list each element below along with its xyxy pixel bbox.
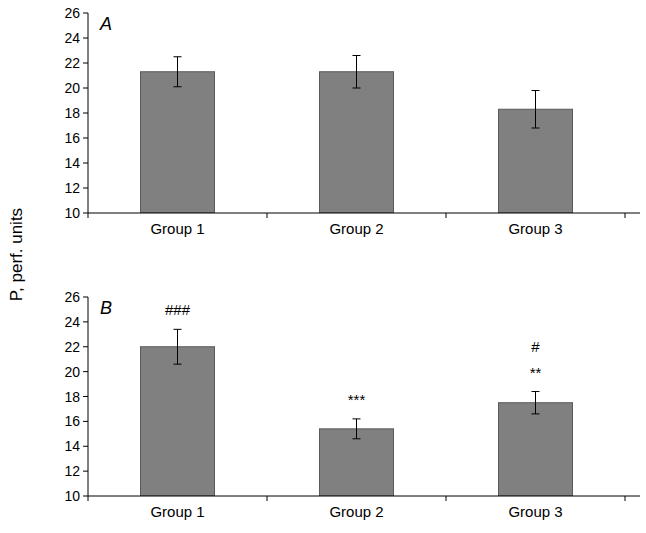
x-tick [446,496,447,501]
error-line [535,392,536,414]
x-axis [88,213,640,214]
error-cap [353,88,361,89]
y-tick-label: 20 [64,364,80,380]
y-tick-label: 10 [64,205,80,221]
error-cap [174,329,182,330]
y-tick [83,446,88,447]
bars [141,56,573,214]
x-tick-label: Group 2 [329,503,383,520]
y-tick [83,88,88,89]
annotation: *** [348,391,366,408]
error-bar [353,56,361,89]
y-tick-label: 12 [64,180,80,196]
panel-1: 10 12 14 16 18 20 22 24 26 ### *** # ** Group 1 Group … [64,289,640,520]
error-cap [532,391,540,392]
y-tick-label: 16 [64,130,80,146]
x-tick [446,213,447,218]
y-axis-label: P, perf. units [7,208,26,301]
x-tick-label: Group 2 [329,220,383,237]
y-tick-label: 12 [64,463,80,479]
error-cap [532,413,540,414]
error-cap [353,438,361,439]
x-tick-label: Group 3 [508,503,562,520]
error-bar [174,57,182,87]
y-tick [83,496,88,497]
bar [320,72,394,213]
y-tick-label: 20 [64,80,80,96]
error-line [535,91,536,129]
panel-label: A [99,14,112,34]
bars [141,329,573,496]
error-bar [174,329,182,364]
annotation: ### [165,301,191,318]
x-tick [88,496,89,501]
error-cap [174,56,182,57]
figure: 10 12 14 16 18 20 22 24 26 Group 1 Group 2 Group 3 A… [0,0,646,533]
y-tick-label: 24 [64,30,80,46]
y-tick [83,421,88,422]
y-tick [83,113,88,114]
error-bar [353,419,361,439]
y-tick [83,38,88,39]
y-tick [83,346,88,347]
y-tick-label: 22 [64,55,80,71]
y-tick [83,138,88,139]
y-tick-label: 14 [64,438,80,454]
error-bar [532,91,540,129]
x-axis [88,496,640,497]
y-tick [83,163,88,164]
y-tick-label: 24 [64,314,80,330]
x-tick-label: Group 1 [150,503,204,520]
y-tick-label: 22 [64,339,80,355]
y-tick [83,471,88,472]
bar [141,72,215,213]
error-bar [532,392,540,414]
y-axis [88,297,89,496]
x-tick [88,213,89,218]
error-cap [353,418,361,419]
annotation: ** [530,364,542,381]
x-tick-label: Group 3 [508,220,562,237]
y-tick [83,13,88,14]
x-tick [625,213,626,218]
x-tick [267,496,268,501]
error-line [356,56,357,89]
y-tick [83,371,88,372]
y-tick-label: 18 [64,389,80,405]
error-cap [174,364,182,365]
y-tick-label: 26 [64,5,80,21]
y-tick-label: 14 [64,155,80,171]
error-line [177,57,178,87]
error-cap [532,90,540,91]
bar [499,403,573,496]
bar [141,347,215,496]
y-tick [83,321,88,322]
error-cap [353,55,361,56]
x-tick [267,213,268,218]
y-tick-label: 26 [64,289,80,305]
y-tick-label: 16 [64,413,80,429]
y-tick [83,396,88,397]
x-tick [625,496,626,501]
annotation: # [531,338,540,355]
y-tick [83,188,88,189]
panel-label: B [100,298,112,318]
error-cap [532,128,540,129]
y-tick [83,297,88,298]
error-cap [174,86,182,87]
y-tick [83,213,88,214]
y-axis [88,13,89,213]
y-tick-label: 18 [64,105,80,121]
bar [320,429,394,496]
panel-0: 10 12 14 16 18 20 22 24 26 Group 1 Group 2 Group 3 A [64,5,640,237]
error-line [177,329,178,364]
y-tick [83,63,88,64]
y-tick-label: 10 [64,488,80,504]
x-tick-label: Group 1 [150,220,204,237]
error-line [356,419,357,439]
